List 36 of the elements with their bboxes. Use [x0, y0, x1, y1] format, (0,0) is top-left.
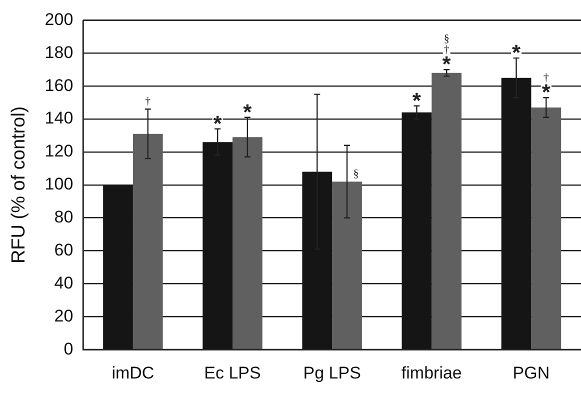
- annotation: †: [444, 44, 450, 56]
- annotation: *: [412, 88, 422, 113]
- bar: [432, 72, 462, 349]
- bar: [501, 78, 532, 349]
- y-tick-label: 140: [44, 108, 74, 128]
- y-axis-title: RFU (% of control): [8, 106, 30, 264]
- bar: [132, 134, 163, 349]
- annotation: §: [353, 168, 359, 180]
- bar: [302, 172, 332, 349]
- x-tick-label: fimbriae: [401, 363, 462, 382]
- x-tick-label: Ec LPS: [204, 363, 261, 382]
- y-tick-label: 0: [64, 339, 74, 358]
- annotation: *: [213, 110, 222, 136]
- bar: [202, 142, 233, 349]
- y-tick-label: 40: [54, 273, 74, 292]
- bar: [402, 112, 432, 349]
- bar: [103, 184, 133, 349]
- y-tick-label: 20: [54, 306, 74, 326]
- y-tick-label: 100: [44, 174, 74, 194]
- x-tick-label: imDC: [112, 363, 154, 382]
- y-tick-label: 60: [54, 240, 74, 260]
- annotation: *: [243, 99, 252, 124]
- y-tick-label: 180: [44, 42, 74, 62]
- y-tick-label: 120: [44, 142, 74, 161]
- annotation: *: [442, 52, 452, 77]
- x-tick-label: PGN: [512, 363, 550, 382]
- bar: [332, 182, 362, 349]
- annotation: †: [145, 96, 152, 108]
- y-tick-label: 160: [44, 76, 74, 95]
- y-tick-label: 200: [44, 10, 74, 29]
- annotation: *: [512, 40, 521, 66]
- bar: [531, 107, 562, 349]
- y-tick-label: 80: [54, 208, 74, 227]
- x-tick-label: Pg LPS: [303, 363, 361, 382]
- bar: [232, 137, 262, 349]
- annotation: §: [444, 33, 450, 45]
